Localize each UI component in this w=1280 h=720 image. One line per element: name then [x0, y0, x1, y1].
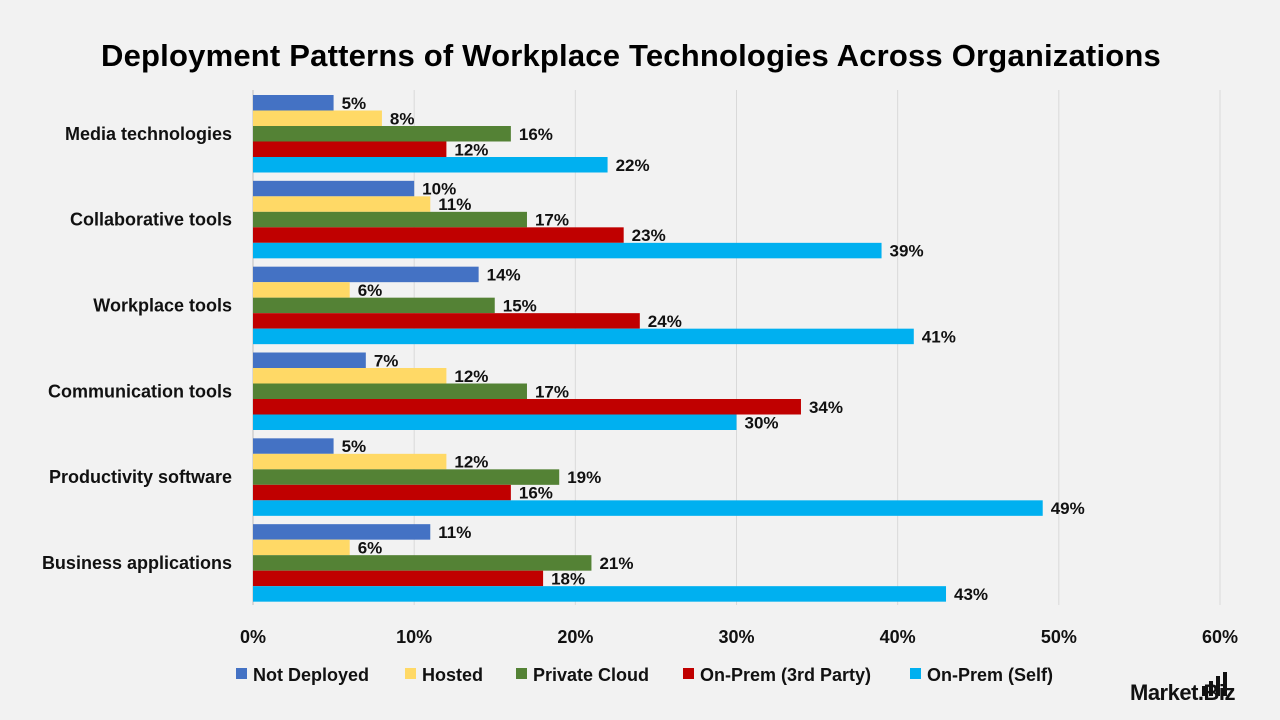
category-label: Business applications: [42, 553, 232, 573]
legend-label: On-Prem (Self): [927, 665, 1053, 685]
logo-text: Market.Biz: [1130, 680, 1236, 705]
signal-bars-icon: [1202, 672, 1227, 696]
bar: [253, 328, 914, 345]
data-label: 6%: [358, 281, 383, 300]
brand-logo: Market.Biz: [1130, 672, 1270, 712]
data-label: 17%: [535, 382, 569, 401]
data-label: 15%: [503, 296, 537, 315]
bar: [253, 297, 495, 314]
bar: [253, 157, 608, 173]
bar: [253, 453, 447, 470]
data-label: 12%: [454, 140, 488, 159]
data-label: 17%: [535, 211, 569, 230]
bar: [253, 196, 431, 212]
data-label: 21%: [599, 554, 633, 573]
data-label: 30%: [745, 413, 779, 432]
data-label: 49%: [1051, 499, 1085, 518]
bar: [253, 484, 511, 501]
bar: [253, 414, 737, 430]
data-label: 39%: [890, 242, 924, 261]
data-label: 41%: [922, 327, 956, 346]
data-label: 11%: [438, 523, 471, 542]
data-label: 7%: [374, 351, 399, 370]
data-label: 18%: [551, 569, 585, 588]
legend: Not Deployed Hosted Private Cloud On-Prem (…: [236, 665, 1053, 685]
category-label: Collaborative tools: [70, 210, 232, 230]
data-labels: 5%8%16%12%22%10%11%17%23%39%14%6%15%24%4…: [342, 94, 1085, 604]
legend-swatch: [516, 668, 527, 679]
bar: [253, 352, 366, 368]
bar: [253, 282, 350, 298]
data-label: 10%: [422, 180, 456, 199]
data-label: 5%: [342, 94, 367, 113]
bar: [253, 539, 350, 556]
x-tick-labels: 0% 10% 20% 30% 40% 50% 60%: [240, 627, 1238, 647]
data-label: 22%: [616, 156, 650, 175]
bar: [253, 500, 1043, 516]
data-label: 23%: [632, 226, 666, 245]
bar: [253, 399, 801, 415]
legend-swatch: [405, 668, 416, 679]
legend-label: Private Cloud: [533, 665, 649, 685]
bar: [253, 469, 560, 485]
bar: [253, 524, 431, 540]
legend-swatch: [236, 668, 247, 679]
legend-label: Hosted: [422, 665, 483, 685]
data-label: 6%: [358, 538, 383, 557]
bar: [253, 438, 334, 454]
category-label: Productivity software: [49, 467, 232, 487]
category-label: Workplace tools: [93, 295, 232, 315]
legend-swatch: [683, 668, 694, 679]
bar: [253, 586, 947, 602]
x-tick-label: 40%: [880, 627, 916, 647]
data-label: 12%: [454, 367, 488, 386]
bar: [253, 313, 640, 329]
legend-label: Not Deployed: [253, 665, 369, 685]
bar: [253, 266, 479, 283]
bar: [253, 227, 624, 243]
bar: [253, 242, 882, 259]
bar: [253, 180, 415, 197]
data-label: 11%: [438, 195, 471, 214]
x-tick-label: 20%: [557, 627, 593, 647]
category-labels: Media technologies Collaborative tools Wor…: [42, 124, 232, 573]
bar: [253, 211, 527, 228]
data-label: 19%: [567, 468, 601, 487]
data-label: 24%: [648, 312, 682, 331]
x-tick-label: 60%: [1202, 627, 1238, 647]
bar: [253, 383, 527, 399]
x-tick-label: 0%: [240, 627, 266, 647]
data-label: 34%: [809, 398, 843, 417]
bar: [253, 110, 382, 126]
data-label: 14%: [487, 265, 521, 284]
bar: [253, 555, 592, 571]
bar: [253, 95, 334, 111]
data-label: 16%: [519, 125, 553, 144]
chart-title: Deployment Patterns of Workplace Technol…: [101, 38, 1161, 73]
bar: [253, 368, 447, 384]
data-label: 43%: [954, 585, 988, 604]
bar: [253, 141, 447, 157]
data-label: 5%: [342, 437, 367, 456]
x-tick-label: 30%: [718, 627, 754, 647]
gridlines: [252, 90, 1221, 605]
data-label: 8%: [390, 109, 415, 128]
category-label: Communication tools: [48, 381, 232, 401]
legend-swatch: [910, 668, 921, 679]
x-tick-label: 50%: [1041, 627, 1077, 647]
x-tick-label: 10%: [396, 627, 432, 647]
bars: [253, 95, 1043, 602]
bar: [253, 570, 544, 587]
category-label: Media technologies: [65, 124, 232, 144]
data-label: 16%: [519, 484, 553, 503]
bar: [253, 126, 511, 142]
data-label: 12%: [454, 453, 488, 472]
legend-label: On-Prem (3rd Party): [700, 665, 871, 685]
